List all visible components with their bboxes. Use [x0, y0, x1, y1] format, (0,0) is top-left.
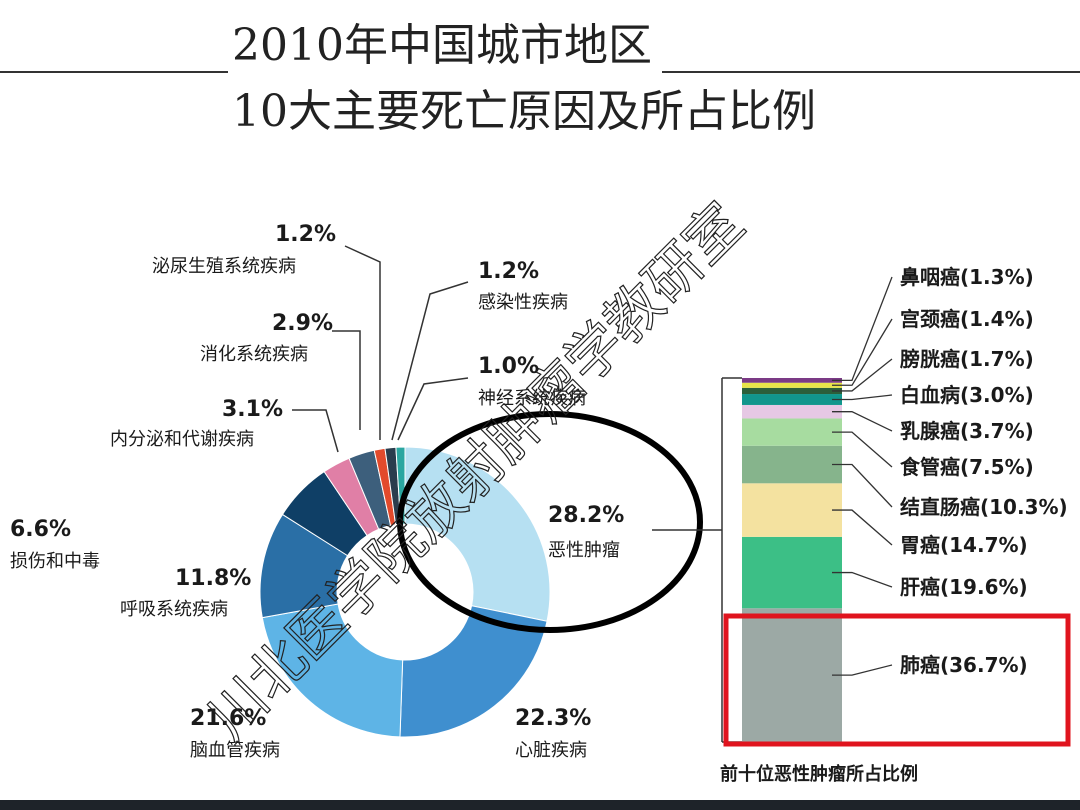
stack-label-3: 胃癌(14.7%) — [900, 533, 1028, 557]
stack-leader-line-9 — [832, 318, 893, 386]
stack-label-9: 宫颈癌(1.4%) — [900, 307, 1034, 331]
donut-name-label-2: 心脏疾病 — [515, 740, 587, 761]
stack-label-6: 乳腺癌(3.7%) — [900, 419, 1034, 443]
donut-pct-label-6: 3.1% — [222, 397, 283, 422]
donut-name-label-3: 脑血管疾病 — [190, 740, 280, 761]
stack-leader-line-6 — [832, 411, 893, 432]
stacked-bar — [742, 378, 842, 742]
donut-name-label-8: 泌尿生殖系统疾病 — [152, 255, 296, 277]
stack-segment-5 — [742, 418, 842, 446]
donut-name-label-7: 消化系统疾病 — [200, 344, 308, 365]
stack-leader-line-8 — [832, 358, 893, 392]
stack-segment-3 — [742, 483, 842, 537]
donut-leader-line-4 — [391, 281, 469, 441]
stack-leader-line-7 — [832, 394, 893, 401]
donut-pct-label-3: 21.6% — [190, 706, 266, 731]
stack-segment-4 — [742, 445, 842, 484]
stack-leader-line-2 — [832, 571, 893, 588]
stack-label-7: 白血病(3.0%) — [900, 383, 1034, 407]
stack-label-4: 结直肠癌(10.3%) — [900, 495, 1068, 519]
donut-pct-label-5: 6.6% — [10, 517, 71, 542]
stack-segment-8 — [742, 387, 842, 395]
lung-cancer-highlight-box — [723, 613, 1071, 747]
donut-name-label-5: 损伤和中毒 — [10, 551, 100, 572]
donut-name-label-9: 感染性疾病 — [478, 292, 568, 313]
stack-leader-line-3 — [832, 509, 893, 546]
donut-name-label-4: 呼吸系统疾病 — [120, 599, 228, 620]
stacked-bar-caption: 前十位恶性肿瘤所占比例 — [720, 763, 918, 785]
stack-label-2: 肝癌(19.6%) — [900, 575, 1028, 599]
stack-label-5: 食管癌(7.5%) — [900, 455, 1034, 479]
donut-labels: 28.2% 恶性肿瘤 22.3% 心脏疾病 21.6% 脑血管疾病 11.8% 呼吸系统疾病 6… — [10, 222, 624, 761]
donut-slice-2 — [399, 605, 548, 738]
donut-pct-label-7: 2.9% — [272, 311, 333, 336]
donut-pct-label-9: 1.2% — [478, 259, 539, 284]
stack-label-1: 肺癌(36.7%) — [900, 653, 1028, 677]
donut-pct-label-1: 28.2% — [548, 503, 624, 528]
bottom-bar — [0, 800, 1080, 810]
donut-leader-line-5 — [397, 377, 469, 441]
stack-segment-10 — [742, 378, 842, 383]
stack-segment-7 — [742, 394, 842, 405]
donut-slice-1 — [404, 446, 551, 622]
donut-pct-label-8: 1.2% — [275, 222, 336, 247]
stack-leader-line-1 — [832, 664, 893, 676]
donut-name-label-10: 神经系统疾病 — [478, 388, 586, 409]
stack-segment-6 — [742, 404, 842, 419]
donut-slice-3 — [261, 603, 404, 738]
highlight-ellipse — [397, 411, 703, 633]
stack-segment-9 — [742, 382, 842, 388]
donut-leader-line-2 — [292, 409, 339, 453]
stack-label-8: 膀胱癌(1.7%) — [899, 347, 1034, 371]
donut-leader-line-3 — [344, 245, 381, 440]
stack-label-10: 鼻咽癌(1.3%) — [900, 265, 1034, 289]
stack-segment-1 — [742, 608, 842, 742]
stack-leader-line-5 — [832, 431, 893, 468]
donut-pct-label-4: 11.8% — [175, 566, 251, 591]
donut-name-label-6: 内分泌和代谢疾病 — [110, 429, 254, 450]
donut-name-label-1: 恶性肿瘤 — [548, 540, 620, 561]
stack-leader-line-4 — [832, 463, 893, 508]
donut-pct-label-2: 22.3% — [515, 706, 591, 731]
donut-leader-line-1 — [332, 330, 361, 430]
chart-title-line2: 10大主要死亡原因及所占比例 — [232, 86, 816, 137]
donut-pct-label-10: 1.0% — [478, 354, 539, 379]
stacked-bar-labels: 肺癌(36.7%) 肝癌(19.6%) 胃癌(14.7%) 结直肠癌(10.3%) 食管… — [832, 265, 1068, 677]
stack-segment-2 — [742, 536, 842, 609]
chart-title-line1: 2010年中国城市地区 — [232, 20, 652, 71]
stack-leader-line-10 — [832, 276, 893, 382]
